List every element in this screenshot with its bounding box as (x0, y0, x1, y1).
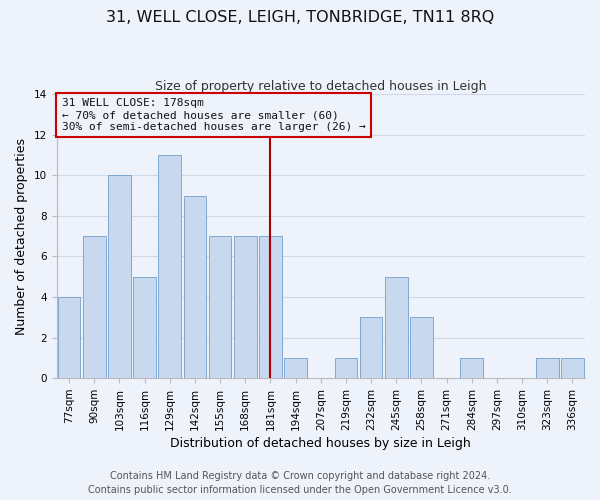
Bar (385, 277, 407, 378)
X-axis label: Distribution of detached houses by size in Leigh: Distribution of detached houses by size … (170, 437, 471, 450)
Bar (536, 358, 559, 378)
Bar (335, 358, 357, 378)
Bar (209, 236, 232, 378)
Bar (184, 196, 206, 378)
Title: Size of property relative to detached houses in Leigh: Size of property relative to detached ho… (155, 80, 487, 93)
Bar (284, 358, 307, 378)
Bar (158, 155, 181, 378)
Bar (460, 358, 483, 378)
Text: 31 WELL CLOSE: 178sqm
← 70% of detached houses are smaller (60)
30% of semi-deta: 31 WELL CLOSE: 178sqm ← 70% of detached … (62, 98, 365, 132)
Bar (561, 358, 584, 378)
Bar (234, 236, 257, 378)
Bar (410, 318, 433, 378)
Bar (133, 277, 156, 378)
Bar (259, 236, 282, 378)
Bar (360, 318, 382, 378)
Bar (58, 297, 80, 378)
Bar (108, 176, 131, 378)
Text: 31, WELL CLOSE, LEIGH, TONBRIDGE, TN11 8RQ: 31, WELL CLOSE, LEIGH, TONBRIDGE, TN11 8… (106, 10, 494, 25)
Y-axis label: Number of detached properties: Number of detached properties (15, 138, 28, 334)
Bar (83, 236, 106, 378)
Text: Contains HM Land Registry data © Crown copyright and database right 2024.
Contai: Contains HM Land Registry data © Crown c… (88, 471, 512, 495)
